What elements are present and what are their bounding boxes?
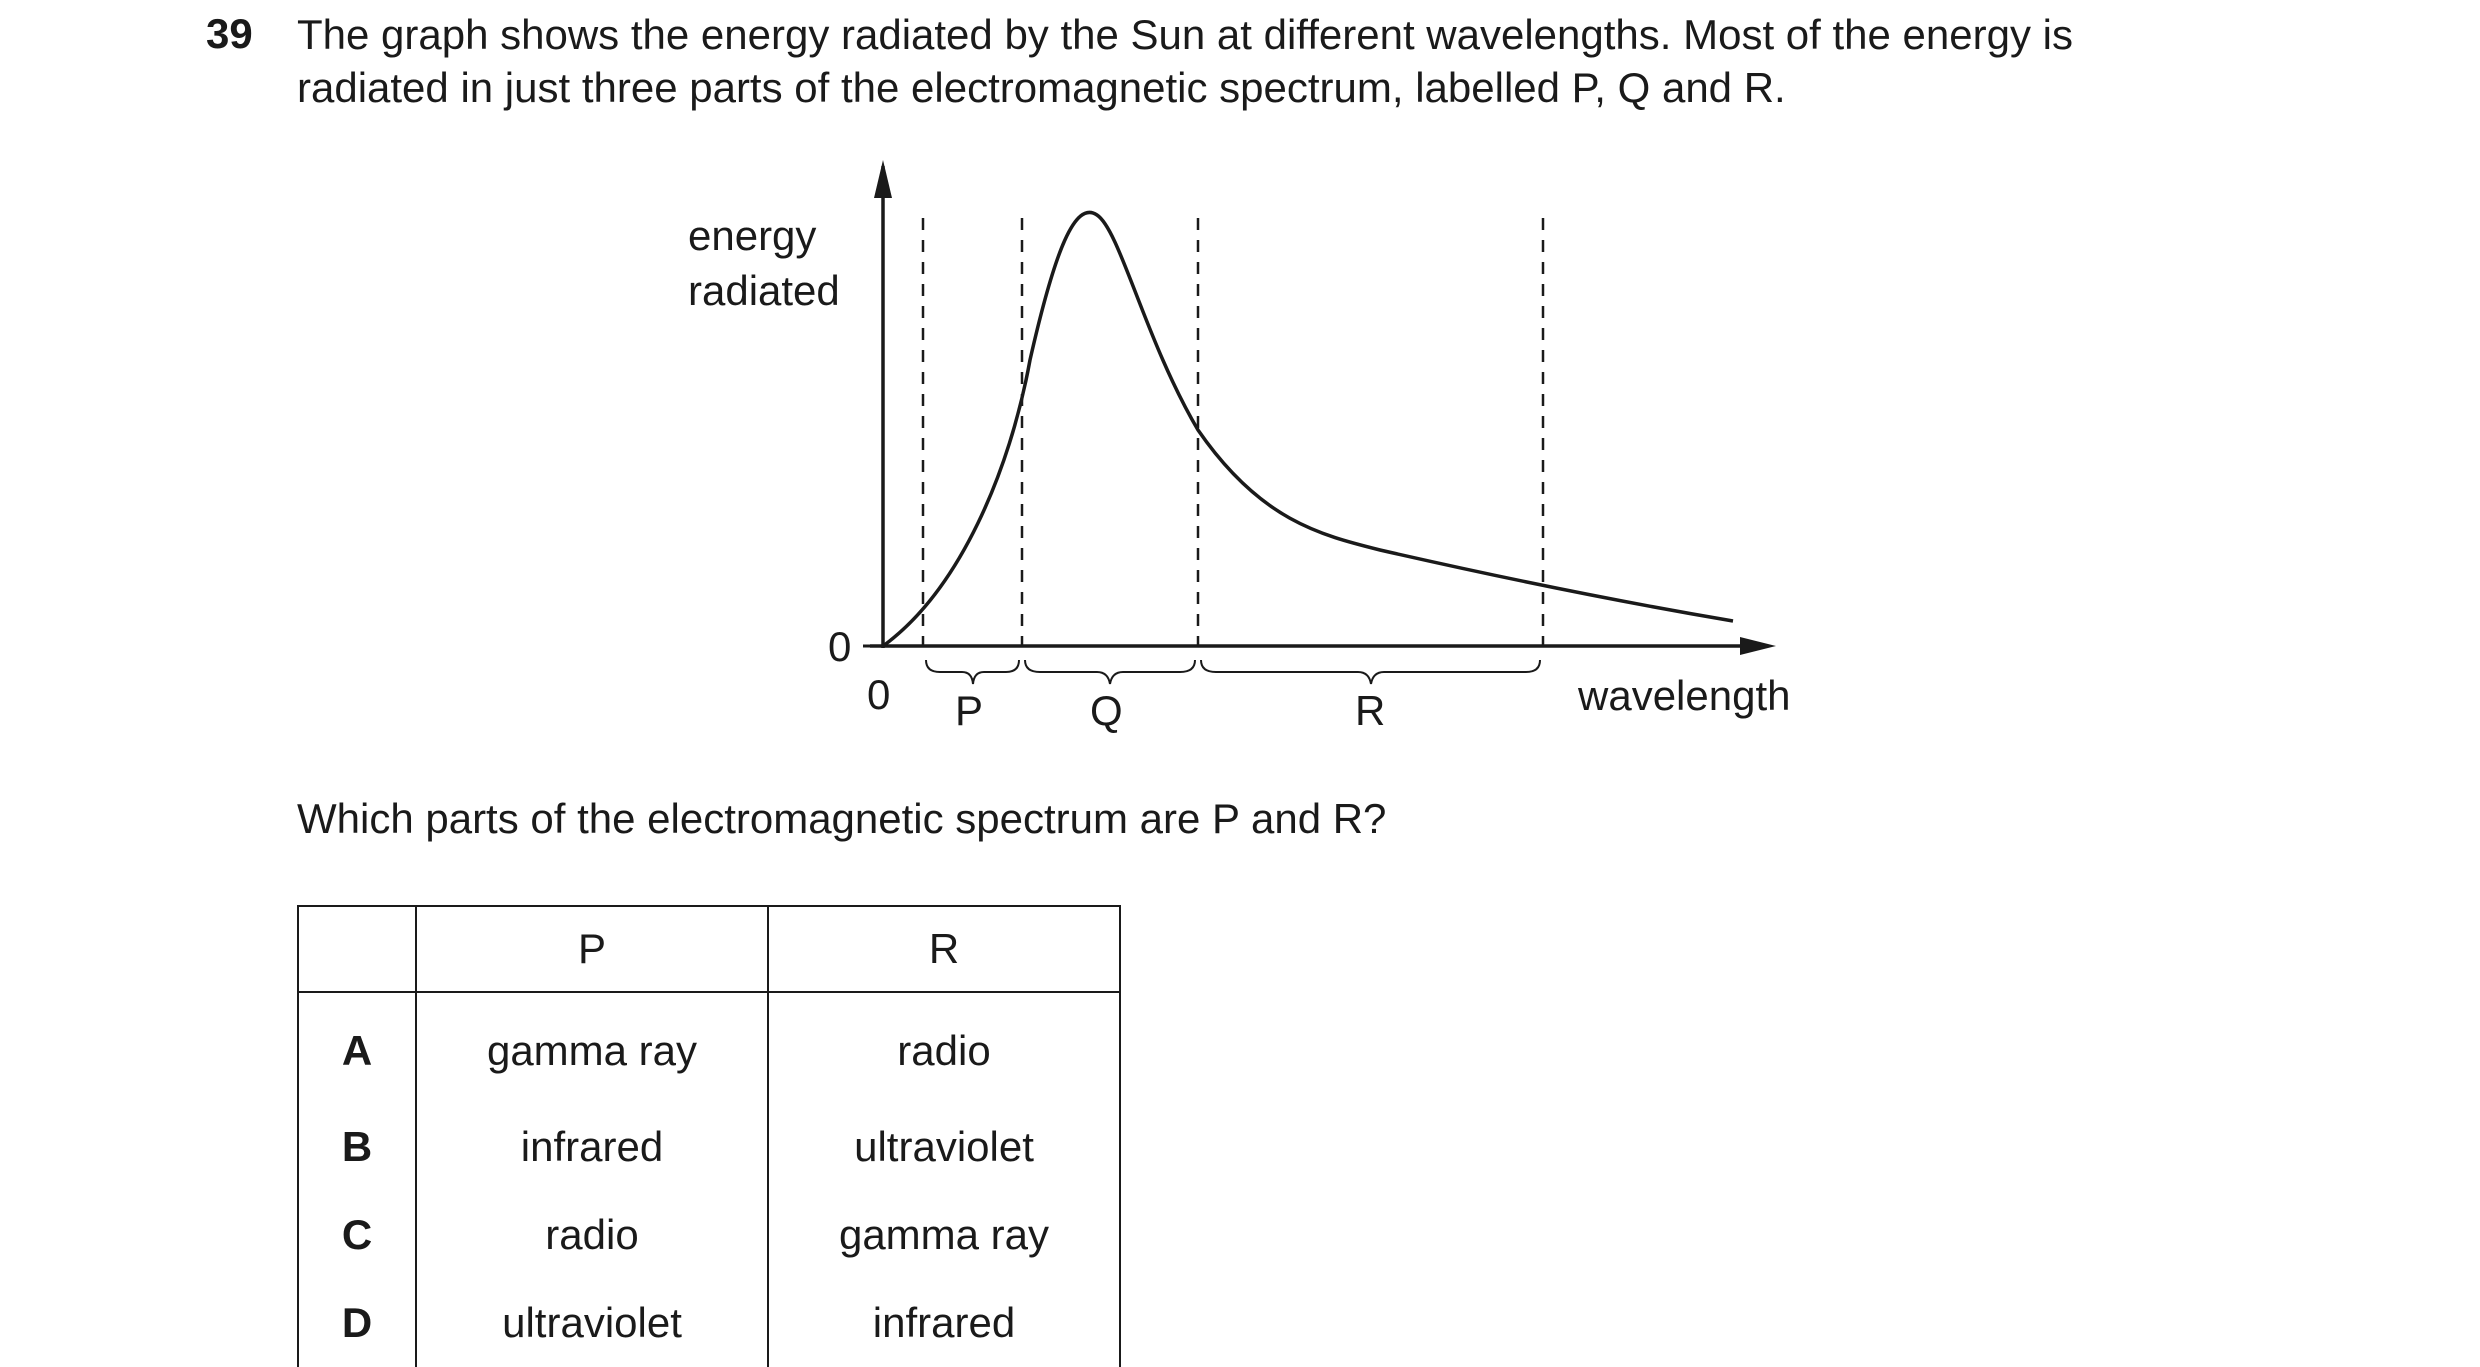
x-zero-label: 0 bbox=[867, 671, 890, 718]
option-p: gamma ray bbox=[415, 992, 769, 1103]
brace-q bbox=[1024, 659, 1196, 685]
question-number: 39 bbox=[206, 10, 253, 57]
brace-r bbox=[1200, 659, 1541, 685]
option-row: A gamma ray radio bbox=[297, 992, 1121, 1103]
header-cell bbox=[297, 905, 417, 993]
option-p: ultraviolet bbox=[415, 1279, 769, 1367]
header-cell: R bbox=[767, 905, 1121, 993]
question-text-line: The graph shows the energy radiated by t… bbox=[297, 11, 2073, 58]
region-label-q: Q bbox=[1090, 687, 1123, 734]
question-text: The graph shows the energy radiated by t… bbox=[297, 8, 2317, 114]
answer-options-table: P R A gamma ray radio B infrared ultravi… bbox=[297, 905, 1121, 1367]
option-p: radio bbox=[415, 1191, 769, 1279]
region-braces bbox=[925, 659, 1541, 685]
region-label-p: P bbox=[955, 687, 983, 734]
option-p: infrared bbox=[415, 1103, 769, 1191]
option-r: radio bbox=[767, 992, 1121, 1103]
y-zero-label: 0 bbox=[828, 623, 851, 670]
x-axis-label: wavelength bbox=[1577, 672, 1790, 719]
option-r: ultraviolet bbox=[767, 1103, 1121, 1191]
y-axis-arrow bbox=[874, 160, 892, 198]
question-text-line: radiated in just three parts of the elec… bbox=[297, 64, 1786, 111]
option-r: gamma ray bbox=[767, 1191, 1121, 1279]
option-r: infrared bbox=[767, 1279, 1121, 1367]
header-cell: P bbox=[415, 905, 769, 993]
y-axis-label-line1: energy bbox=[688, 212, 816, 259]
y-axis-label-line2: radiated bbox=[688, 267, 840, 314]
option-letter: B bbox=[297, 1103, 417, 1191]
option-letter: C bbox=[297, 1191, 417, 1279]
option-row: B infrared ultraviolet bbox=[297, 1103, 1121, 1191]
energy-curve bbox=[881, 210, 1734, 648]
brace-p bbox=[925, 659, 1020, 685]
option-letter: D bbox=[297, 1279, 417, 1367]
option-row: C radio gamma ray bbox=[297, 1191, 1121, 1279]
option-row: D ultraviolet infrared bbox=[297, 1279, 1121, 1367]
x-axis-arrow bbox=[1740, 637, 1776, 655]
region-label-r: R bbox=[1355, 687, 1385, 734]
energy-wavelength-graph: energy radiated 0 0 P Q R wavelength bbox=[688, 160, 1790, 734]
option-letter: A bbox=[297, 992, 417, 1103]
table-header-row: P R bbox=[297, 905, 1121, 993]
region-boundaries bbox=[921, 218, 1545, 645]
question-prompt: Which parts of the electromagnetic spect… bbox=[297, 795, 1387, 842]
